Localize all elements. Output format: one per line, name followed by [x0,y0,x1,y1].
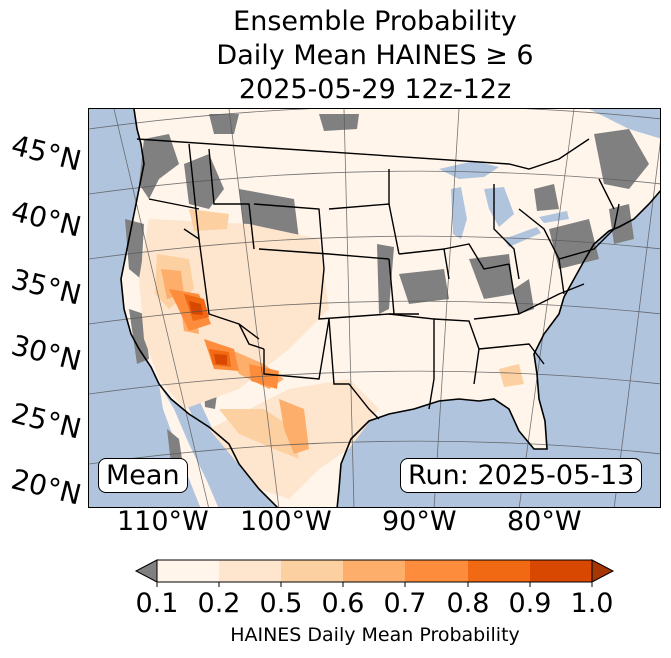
colorbar-tick-label: 0.9 [508,588,552,619]
borders [136,138,620,420]
colorbar-bin-5 [405,560,468,582]
colorbar-tick-label: 1.0 [570,588,614,619]
colorbar-bin-6 [468,560,530,582]
colorbar-ticks [156,582,593,587]
map-title-line-2: Daily Mean HAINES ≥ 6 [216,40,534,71]
land-north-america [89,109,660,507]
lake-michigan [451,187,467,239]
lake-huron [484,187,514,227]
colorbar-bin-7 [530,560,592,582]
lon-label-110w: 110°W [117,506,209,537]
run-label-box: Run: 2025-05-13 [400,458,643,493]
map-title-line-3: 2025-05-29 12z-12z [238,74,512,105]
land-baja [159,384,219,507]
colorbar-outline [156,559,593,583]
colorbar-tick-label: 0.1 [135,588,179,619]
lake-ontario [539,211,569,223]
map-title-line-1: Ensemble Probability [233,6,517,37]
colorbar-bin-3 [281,560,343,582]
graticule [89,109,660,507]
colorbar-tick-label: 0.2 [197,588,241,619]
lon-label-80w: 80°W [507,506,582,537]
coastline [120,109,660,507]
colorbar-tick-label: 0.5 [259,588,303,619]
colorbar-tick-label: 0.8 [446,588,490,619]
lake-superior [439,161,499,179]
lon-label-90w: 90°W [382,506,457,537]
colorbar-tick-label: 0.7 [383,588,427,619]
lake-erie [504,227,541,247]
colorbar-bin-2 [219,560,281,582]
colorbar-over-arrow [591,559,615,583]
colorbar-under-arrow [134,559,158,583]
colorbar-bin-4 [343,560,405,582]
lon-label-100w: 100°W [240,506,332,537]
colorbar-tick-label: 0.6 [321,588,365,619]
hudson-bay-edge [589,109,660,139]
map-panel [88,108,661,508]
gulf-of-california [183,384,229,481]
probability-shading [139,209,524,499]
colorbar-bin-1 [157,560,219,582]
stat-label-box: Mean [98,458,188,493]
map-svg [89,109,660,507]
colorbar-title: HAINES Daily Mean Probability [230,624,520,646]
